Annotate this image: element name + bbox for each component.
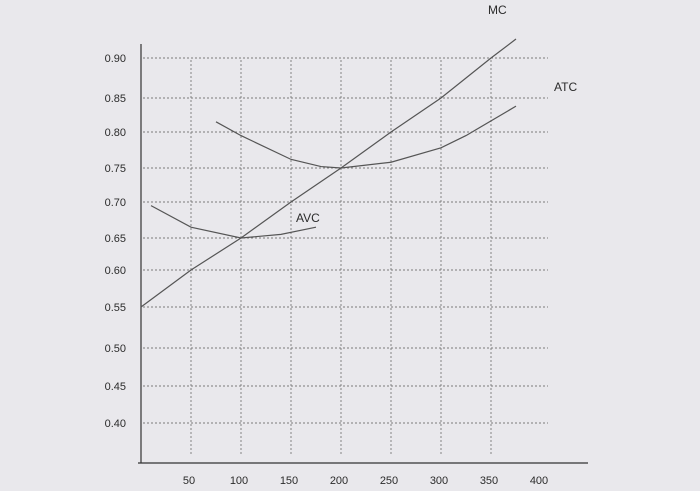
x-tick-labels: 50 100 150 200 250 300 350 400 bbox=[183, 475, 548, 487]
grid bbox=[143, 57, 548, 455]
series: MC ATC AVC bbox=[140, 3, 577, 308]
y-tick-label: 0.80 bbox=[105, 127, 126, 139]
x-tick-label: 150 bbox=[280, 475, 298, 487]
avc-label: AVC bbox=[296, 211, 320, 225]
y-tick-label: 0.70 bbox=[105, 197, 126, 209]
y-tick-label: 0.65 bbox=[105, 233, 126, 245]
x-tick-label: 100 bbox=[230, 475, 248, 487]
x-tick-label: 400 bbox=[530, 475, 548, 487]
y-tick-label: 0.75 bbox=[105, 163, 126, 175]
x-tick-label: 350 bbox=[480, 475, 498, 487]
x-tick-label: 300 bbox=[430, 475, 448, 487]
y-tick-label: 0.55 bbox=[105, 302, 126, 314]
mc-curve bbox=[140, 38, 517, 308]
y-tick-label: 0.90 bbox=[105, 53, 126, 65]
x-tick-label: 200 bbox=[330, 475, 348, 487]
y-tick-label: 0.45 bbox=[105, 381, 126, 393]
y-tick-label: 0.50 bbox=[105, 343, 126, 355]
x-tick-label: 250 bbox=[380, 475, 398, 487]
y-tick-label: 0.60 bbox=[105, 265, 126, 277]
y-tick-labels: 0.90 0.85 0.80 0.75 0.70 0.65 0.60 0.55 0.50 0.45… bbox=[105, 53, 126, 430]
mc-label: MC bbox=[488, 3, 507, 17]
y-tick-label: 0.85 bbox=[105, 93, 126, 105]
x-tick-label: 50 bbox=[183, 475, 195, 487]
axes bbox=[138, 44, 588, 464]
atc-curve bbox=[215, 105, 517, 169]
avc-curve bbox=[150, 205, 317, 239]
atc-label: ATC bbox=[554, 80, 577, 94]
y-tick-label: 0.40 bbox=[105, 418, 126, 430]
